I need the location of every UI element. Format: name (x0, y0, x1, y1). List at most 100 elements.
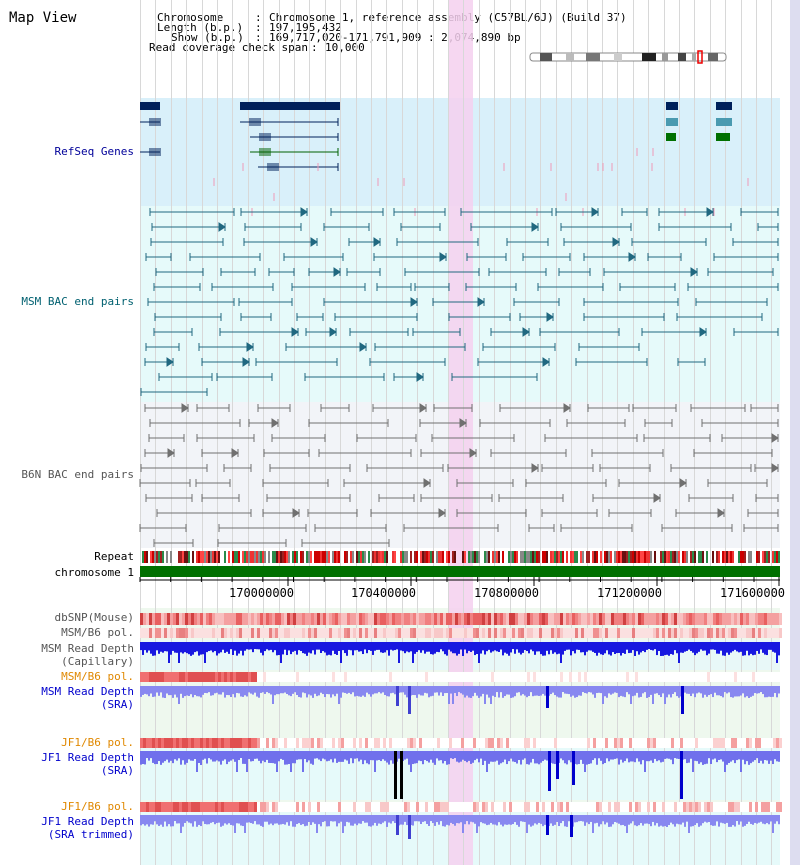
heat-cell (482, 802, 485, 812)
depth-bar (578, 642, 580, 650)
heat-cell (290, 613, 293, 625)
track-label-msm-depth-capillary[interactable]: MSM Read Depth (41, 642, 134, 655)
heat-cell (641, 628, 644, 638)
depth-bar (254, 686, 256, 693)
heat-cell (455, 738, 458, 748)
heat-cell (218, 802, 221, 812)
track-label-msm-depth-sra[interactable]: MSM Read Depth (41, 685, 134, 698)
heat-cell (770, 738, 773, 748)
depth-bar (380, 642, 382, 653)
depth-bar (260, 686, 262, 693)
track-label-repeat[interactable]: Repeat (94, 550, 134, 563)
heat-cell (605, 613, 608, 625)
repeat-mark (316, 551, 318, 563)
heat-cell (143, 738, 146, 748)
track-label-dbsnp[interactable]: dbSNP(Mouse) (54, 611, 134, 624)
heat-cell (347, 613, 350, 625)
heat-cell (668, 628, 671, 638)
depth-bar (450, 751, 452, 759)
heat-cell (599, 738, 602, 748)
heat-cell (428, 613, 431, 625)
depth-bar (764, 642, 766, 655)
depth-bar (314, 642, 316, 655)
heat-cell (266, 802, 269, 812)
heat-cell (413, 672, 416, 682)
depth-bar (222, 751, 224, 761)
heat-cell (464, 672, 467, 682)
depth-bar (538, 751, 540, 765)
depth-bar (282, 642, 284, 655)
depth-bar (242, 642, 244, 656)
repeat-mark (186, 551, 188, 563)
heat-cell (413, 738, 416, 748)
depth-bar (338, 642, 340, 651)
heat-cell (641, 738, 644, 748)
heat-cell (410, 613, 413, 625)
depth-bar (230, 751, 232, 761)
heat-cell (353, 802, 356, 812)
depth-bar (140, 751, 142, 765)
heat-cell (614, 613, 617, 625)
heat-cell (533, 802, 536, 812)
depth-bar (738, 751, 740, 760)
heat-cell (329, 738, 332, 748)
depth-bar (436, 686, 438, 693)
heat-cell (155, 802, 158, 812)
repeat-mark (670, 551, 672, 563)
chromosome-key: Chromosome (157, 11, 224, 24)
track-label-b6n-bac[interactable]: B6N BAC end pairs (21, 468, 134, 481)
heat-cell (749, 613, 752, 625)
repeat-mark (432, 551, 434, 563)
depth-bar (660, 815, 662, 826)
right-scroll-strip[interactable] (790, 0, 800, 865)
depth-bar (350, 815, 352, 826)
depth-bar (614, 686, 616, 693)
depth-bar (492, 751, 494, 762)
heat-cell (620, 802, 623, 812)
depth-bar (368, 751, 370, 765)
depth-bar (488, 815, 490, 825)
track-label-chromosome[interactable]: chromosome 1 (54, 566, 134, 579)
heat-cell (665, 628, 668, 638)
depth-bar (306, 815, 308, 826)
depth-bar (498, 642, 500, 652)
depth-bar (236, 642, 238, 656)
heat-cell (536, 672, 539, 682)
depth-bar (230, 815, 232, 825)
heat-cell (230, 672, 233, 682)
track-label-msm-b6-pol[interactable]: MSM/B6 pol. (61, 626, 134, 639)
track-label-jf1-b6-pol[interactable]: JF1/B6 pol. (61, 736, 134, 749)
depth-bar (774, 686, 776, 694)
heat-cell (422, 613, 425, 625)
heat-cell (293, 628, 296, 638)
heat-cell (299, 802, 302, 812)
depth-bar (774, 642, 776, 653)
depth-bar (650, 686, 652, 695)
heat-cell (710, 613, 713, 625)
heat-cell (737, 613, 740, 625)
heat-cell (668, 802, 671, 812)
track-label-msm-bac[interactable]: MSM BAC end pairs (21, 295, 134, 308)
heat-cell (473, 628, 476, 638)
depth-bar (444, 642, 446, 655)
depth-bar (672, 751, 674, 765)
depth-bar (190, 815, 192, 824)
depth-bar (430, 751, 432, 760)
depth-bar (500, 642, 502, 650)
track-label-refseq[interactable]: RefSeq Genes (54, 145, 134, 158)
heat-cell (335, 628, 338, 638)
heat-cell (506, 802, 509, 812)
heat-cell (746, 738, 749, 748)
track-label-jf1-depth-trimmed[interactable]: JF1 Read Depth (41, 815, 134, 828)
track-label-msm-b6-pol-2[interactable]: MSM/B6 pol. (61, 670, 134, 683)
heat-cell (239, 628, 242, 638)
heat-cell (341, 672, 344, 682)
depth-bar (234, 686, 236, 698)
track-label-jf1-depth-sra[interactable]: JF1 Read Depth (41, 751, 134, 764)
depth-bar (146, 686, 148, 695)
depth-bar (268, 686, 270, 694)
heat-cell (242, 672, 245, 682)
depth-bar (168, 751, 170, 763)
track-label-jf1-b6-pol-2[interactable]: JF1/B6 pol. (61, 800, 134, 813)
